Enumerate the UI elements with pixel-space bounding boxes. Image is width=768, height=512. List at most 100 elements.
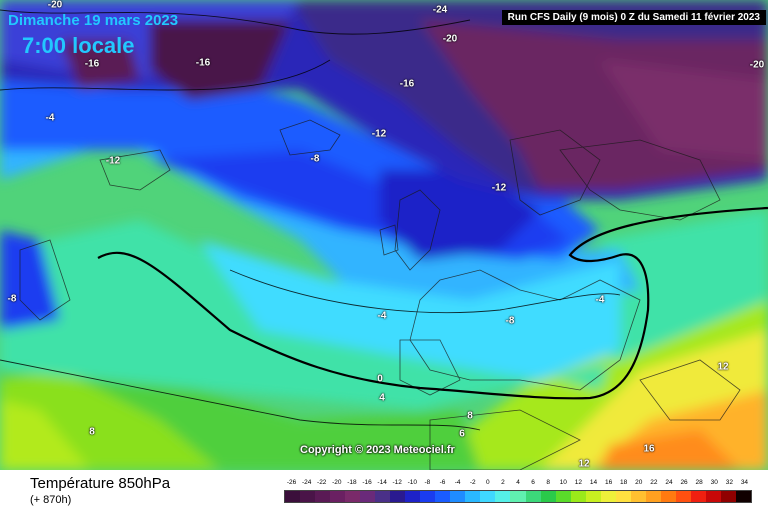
contour-label: 12 xyxy=(717,361,729,373)
contour-label: -12 xyxy=(371,128,387,140)
legend-tick-label: -24 xyxy=(301,479,312,486)
color-legend xyxy=(284,490,752,503)
legend-swatch xyxy=(630,491,646,502)
contour-label: 16 xyxy=(643,443,655,455)
contour-label: -8 xyxy=(310,153,320,165)
legend-tick-label: -26 xyxy=(286,479,297,486)
legend-tick-label: -22 xyxy=(317,479,327,486)
contours xyxy=(0,9,621,431)
legend-tick-label: 14 xyxy=(589,479,598,486)
zero-isotherm xyxy=(97,206,768,400)
legend-tick-label: 2 xyxy=(501,479,505,486)
legend-tick-label: -16 xyxy=(362,479,372,486)
legend-swatch xyxy=(720,491,736,502)
legend-swatch xyxy=(405,491,421,502)
contour-label: -4 xyxy=(45,112,55,124)
run-info: Run CFS Daily (9 mois) 0 Z du Samedi 11 … xyxy=(501,10,766,25)
legend-swatch xyxy=(660,491,676,502)
legend-tick-label: -6 xyxy=(439,479,446,486)
contour-label: -4 xyxy=(595,294,605,306)
legend-swatch xyxy=(330,491,346,502)
field-title: Température 850hPa xyxy=(30,475,171,492)
contour-label: -16 xyxy=(399,78,415,90)
legend-swatch xyxy=(300,491,316,502)
contour-label: 4 xyxy=(379,392,385,404)
legend-swatch xyxy=(690,491,706,502)
contour-label: -20 xyxy=(749,59,765,71)
coastlines xyxy=(19,119,741,470)
legend-tick-label: 16 xyxy=(604,479,613,486)
legend-tick-label: 34 xyxy=(740,479,749,486)
legend-swatch xyxy=(420,491,436,502)
contour-label: -8 xyxy=(7,293,17,305)
legend-tick-label: 12 xyxy=(574,479,582,486)
contour-label: -16 xyxy=(84,58,100,70)
legend-tick-label: 6 xyxy=(531,479,535,486)
contour-label: -24 xyxy=(432,4,448,16)
temperature-map: Run CFS Daily (9 mois) 0 Z du Samedi 11 … xyxy=(0,0,768,470)
legend-swatch xyxy=(615,491,631,502)
legend-swatch xyxy=(495,491,511,502)
forecast-offset: (+ 870h) xyxy=(30,494,72,506)
legend-swatch xyxy=(645,491,661,502)
contour-label: 8 xyxy=(89,426,95,438)
legend-tick-label: -18 xyxy=(347,479,357,486)
legend-swatch xyxy=(510,491,526,502)
contour-label: -20 xyxy=(47,0,63,11)
legend-tick-label: -10 xyxy=(407,479,418,486)
legend-swatch xyxy=(450,491,466,502)
legend-swatch xyxy=(315,491,331,502)
contour-label: -4 xyxy=(377,310,387,322)
legend-tick-label: 30 xyxy=(710,479,718,486)
legend-tick-label: -12 xyxy=(392,479,402,486)
temperature-field xyxy=(0,0,768,470)
legend-tick-label: 20 xyxy=(635,479,643,486)
contour-label: -12 xyxy=(105,155,121,167)
legend-tick-label: -14 xyxy=(377,479,387,486)
legend-tick-label: -8 xyxy=(424,479,431,486)
legend-tick-label: -2 xyxy=(469,479,476,486)
legend-swatch xyxy=(525,491,541,502)
legend-tick-label: 18 xyxy=(620,479,628,486)
contour-label: 6 xyxy=(459,428,465,440)
legend-swatch xyxy=(285,491,301,502)
valid-date: Dimanche 19 mars 2023 xyxy=(8,12,179,29)
legend-tick-label: 10 xyxy=(559,479,567,486)
legend-tick-label: 8 xyxy=(546,479,550,486)
copyright: Copyright © 2023 Meteociel.fr xyxy=(300,444,455,456)
contour-label: -20 xyxy=(442,33,458,45)
legend-tick-label: 0 xyxy=(485,479,490,486)
map-canvas xyxy=(0,0,768,470)
legend-swatch xyxy=(435,491,451,502)
valid-time: 7:00 locale xyxy=(22,33,135,58)
legend-tick-label: 32 xyxy=(725,479,733,486)
legend-swatch xyxy=(570,491,586,502)
legend-swatch xyxy=(555,491,571,502)
legend-swatch xyxy=(360,491,376,502)
legend-swatch xyxy=(675,491,691,502)
legend-tick-label: 28 xyxy=(695,479,703,486)
legend-swatch xyxy=(345,491,361,502)
contour-label: 8 xyxy=(467,410,473,422)
legend-swatch xyxy=(465,491,481,502)
legend-ticks: -26 -24 -22 -20 -18 -16 -14 -12 -10 -8 -6 -4 -2 0 2 4 6 8… xyxy=(284,479,752,489)
legend-swatch xyxy=(585,491,601,502)
legend-swatch xyxy=(375,491,391,502)
legend-swatch xyxy=(705,491,721,502)
legend-swatch xyxy=(540,491,556,502)
legend-tick-label: -20 xyxy=(332,479,342,486)
contour-label: 0 xyxy=(377,373,383,385)
legend-tick-label: -4 xyxy=(454,479,461,486)
contour-label: -12 xyxy=(491,182,507,194)
legend-swatch xyxy=(735,491,751,502)
legend-tick-label: 4 xyxy=(516,479,520,486)
legend-tick-label: 24 xyxy=(665,479,673,486)
contour-label: -8 xyxy=(505,315,515,327)
legend-tick-label: 26 xyxy=(680,479,688,486)
contour-label: 12 xyxy=(578,458,590,470)
legend-swatch xyxy=(390,491,406,502)
legend-swatch xyxy=(600,491,616,502)
legend-tick-label: 22 xyxy=(650,479,658,486)
contour-label: -16 xyxy=(195,57,211,69)
legend-swatch xyxy=(480,491,496,502)
